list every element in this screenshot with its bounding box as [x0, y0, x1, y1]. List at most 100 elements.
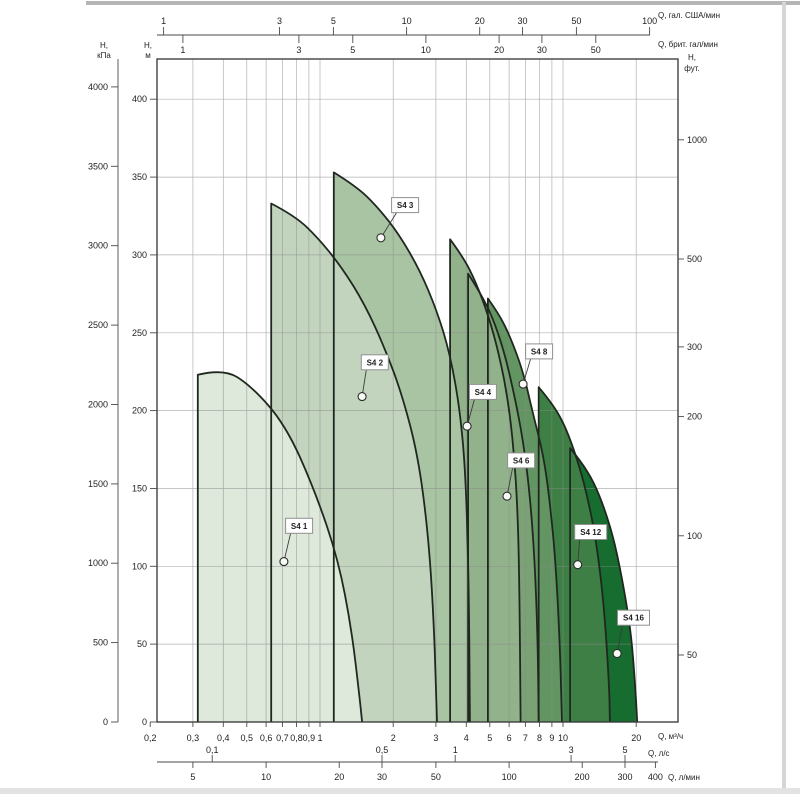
label-leader-line	[283, 533, 292, 562]
svg-text:1000: 1000	[88, 558, 108, 568]
svg-text:0,7: 0,7	[276, 733, 289, 743]
svg-text:10: 10	[421, 45, 431, 55]
label-leader-line	[380, 212, 397, 239]
svg-text:8: 8	[537, 733, 542, 743]
region-s4-3-outline	[332, 171, 471, 723]
svg-text:0,5: 0,5	[241, 733, 254, 743]
label-leader-line	[466, 399, 475, 427]
svg-text:5: 5	[190, 772, 195, 782]
svg-text:фут.: фут.	[684, 64, 700, 73]
svg-text:1: 1	[161, 16, 166, 26]
svg-text:м: м	[145, 51, 151, 60]
region-s4-1-label-box[interactable]	[285, 517, 314, 534]
svg-text:100: 100	[502, 772, 517, 782]
region-s4-3-label: S4 3	[397, 201, 414, 210]
region-s4-12-label-box[interactable]	[574, 524, 608, 540]
page-edge-bottom	[0, 788, 800, 794]
region-s4-4-label-box[interactable]	[468, 383, 497, 400]
svg-text:0,9: 0,9	[303, 733, 316, 743]
svg-text:200: 200	[687, 412, 702, 422]
svg-text:50: 50	[687, 650, 697, 660]
svg-text:1: 1	[453, 745, 458, 755]
page-edge-right	[782, 2, 786, 790]
svg-text:4: 4	[464, 733, 469, 743]
svg-text:30: 30	[537, 45, 547, 55]
svg-text:3: 3	[296, 45, 301, 55]
svg-text:20: 20	[334, 772, 344, 782]
region-s4-12-outline	[537, 386, 611, 723]
label-leader-line	[506, 467, 514, 497]
region-s4-2-label-box[interactable]	[360, 354, 389, 371]
region-s4-6-label: S4 6	[513, 456, 530, 465]
svg-text:100: 100	[132, 561, 147, 571]
svg-text:30: 30	[377, 772, 387, 782]
svg-text:4000: 4000	[88, 82, 108, 92]
svg-text:0: 0	[142, 717, 147, 727]
svg-text:200: 200	[575, 772, 590, 782]
label-leader-line	[616, 625, 623, 654]
region-s4-4-label: S4 4	[475, 388, 492, 397]
svg-text:400: 400	[648, 772, 663, 782]
svg-text:0,8: 0,8	[290, 733, 303, 743]
svg-text:5: 5	[487, 733, 492, 743]
region-s4-1-fill[interactable]	[197, 372, 363, 722]
svg-text:1500: 1500	[88, 479, 108, 489]
region-labels: S4 1 S4 2 S4 3 S4 4 S4 6 S4 8 S4 12 S4 16	[279, 197, 650, 659]
region-s4-16-label-box[interactable]	[617, 609, 650, 626]
bottom-axis-m3h: 0,2 0,3 0,4 0,5 0,6 0,7 0,8 0,9 1 2 3 4 5 6 7 8 9 10 20 Q, …	[144, 722, 683, 743]
svg-text:400: 400	[132, 94, 147, 104]
svg-text:3: 3	[277, 16, 282, 26]
svg-text:3000: 3000	[88, 241, 108, 251]
region-s4-16-marker	[612, 648, 622, 659]
svg-text:200: 200	[132, 406, 147, 416]
region-outlines	[196, 171, 639, 723]
svg-text:H,: H,	[688, 53, 696, 62]
region-s4-1-outline	[196, 371, 363, 723]
region-s4-4-outline	[449, 238, 522, 723]
svg-text:50: 50	[137, 639, 147, 649]
region-s4-1-label: S4 1	[291, 522, 308, 531]
svg-text:100: 100	[687, 531, 702, 541]
svg-text:20: 20	[494, 45, 504, 55]
bottom-axis-m3h-title: Q, м³/ч	[658, 732, 683, 741]
svg-text:2500: 2500	[88, 320, 108, 330]
region-s4-6-label-box[interactable]	[507, 452, 536, 469]
svg-text:20: 20	[475, 16, 485, 26]
svg-text:0,1: 0,1	[206, 745, 219, 755]
region-s4-6-outline	[467, 272, 540, 723]
region-s4-8-marker	[518, 379, 528, 389]
svg-text:кПа: кПа	[97, 51, 111, 60]
region-s4-12-label: S4 12	[580, 528, 601, 537]
region-s4-3-label-box[interactable]	[391, 197, 420, 214]
right-axis-ft: 50 100 200 300 500 1000 H, фут.	[678, 53, 707, 660]
left-axis-m: 0 50 100 150 200 250 300 350 400 H,м	[132, 41, 157, 727]
svg-text:H,: H,	[144, 41, 152, 50]
svg-text:30: 30	[517, 16, 527, 26]
region-s4-16-outline	[569, 447, 639, 723]
svg-text:350: 350	[132, 172, 147, 182]
svg-text:500: 500	[93, 638, 108, 648]
bottom-axis-lmin-title: Q, л/мин	[668, 773, 700, 782]
grid	[157, 59, 678, 722]
svg-text:300: 300	[687, 342, 702, 352]
svg-text:1: 1	[317, 733, 322, 743]
svg-text:2: 2	[391, 733, 396, 743]
svg-text:0,2: 0,2	[144, 733, 157, 743]
svg-text:50: 50	[571, 16, 581, 26]
bottom-axis-ls-lmin: 0,1 0,5 1 3 5 5 10 20 30 50 100 200 300 400 Q, л/с Q, л…	[157, 745, 700, 782]
svg-text:0,6: 0,6	[260, 733, 273, 743]
svg-text:1000: 1000	[687, 135, 707, 145]
svg-text:3: 3	[433, 733, 438, 743]
svg-text:0,3: 0,3	[187, 733, 200, 743]
page-edge-top	[86, 1, 800, 5]
svg-text:H,: H,	[100, 41, 108, 50]
svg-text:5: 5	[622, 745, 627, 755]
svg-text:300: 300	[617, 772, 632, 782]
svg-text:5: 5	[331, 16, 336, 26]
region-s4-8-label-box[interactable]	[525, 343, 554, 360]
svg-text:50: 50	[431, 772, 441, 782]
left-axis-kpa: 0 500 1000 1500 2000 2500 3000 3500 4000 H,кПа	[88, 41, 119, 727]
top-axis-gal: 1 3 5 10 20 30 50 100 1 3 5 10 20 30 50 Q, гал. США/мин…	[157, 11, 720, 55]
region-s4-1-marker	[279, 557, 289, 567]
